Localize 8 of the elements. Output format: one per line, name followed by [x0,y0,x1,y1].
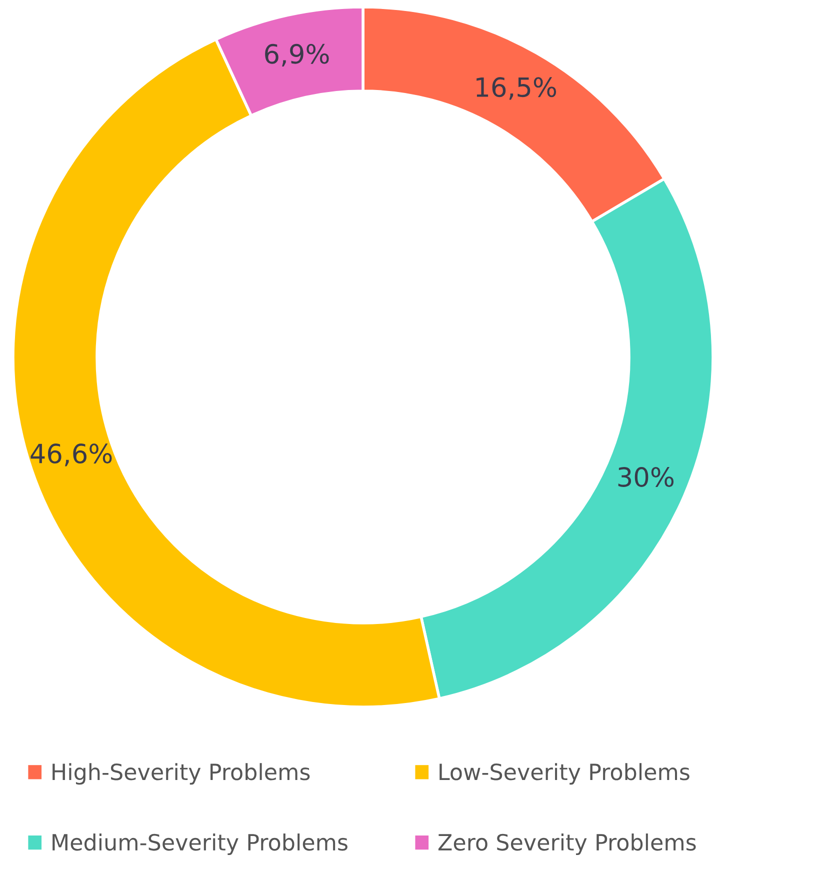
data-label: 16,5% [476,77,556,100]
data-label: 6,9% [265,44,329,67]
legend-label: Low-Severity Problems [440,763,690,785]
data-label: 46,6% [30,444,112,466]
legend-label: Medium-Severity Problems [52,833,348,855]
legend-label: Zero Severity Problems [438,833,696,855]
data-label: 30% [618,467,674,487]
legend-label: High-Severity Problems [52,763,310,785]
